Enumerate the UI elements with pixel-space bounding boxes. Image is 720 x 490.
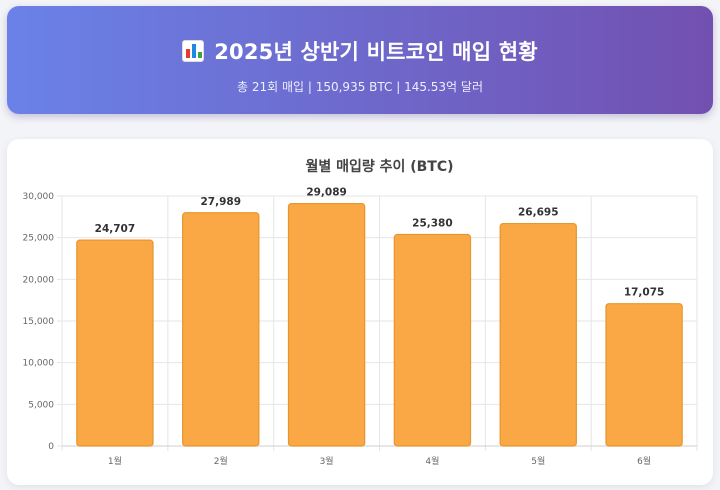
bar-chart-icon xyxy=(182,40,205,62)
chart-card: 월별 매입량 추이 (BTC) 0 5,000 10,000 15,000 20,000 2… xyxy=(7,139,713,485)
bar-5 xyxy=(499,222,577,447)
bar-value-label: 24,707 xyxy=(95,223,136,235)
page-subtitle: 총 21회 매입 | 150,935 BTC | 145.53억 달러 xyxy=(236,80,483,94)
bar-chart: 월별 매입량 추이 (BTC) 0 5,000 10,000 15,000 20,000 2… xyxy=(23,158,698,467)
chart-title: 월별 매입량 추이 (BTC) xyxy=(305,158,453,175)
page-title: 2025년 상반기 비트코인 매입 현황 xyxy=(214,40,538,64)
y-tick-label: 0 xyxy=(48,442,54,452)
bar-4 xyxy=(393,233,472,447)
x-tick-label: 4월 xyxy=(425,455,439,467)
y-tick-label: 15,000 xyxy=(23,317,55,327)
bar-2 xyxy=(182,212,260,447)
x-tick-label: 1월 xyxy=(108,455,122,467)
bar-3 xyxy=(287,202,366,447)
x-tick-label: 3월 xyxy=(320,455,334,467)
y-tick-label: 25,000 xyxy=(23,234,55,244)
y-tick-label: 20,000 xyxy=(23,275,55,285)
bar-value-label: 27,989 xyxy=(200,196,241,208)
y-tick-label: 10,000 xyxy=(23,359,55,369)
y-tick-label: 5,000 xyxy=(28,400,54,410)
bar-6 xyxy=(605,303,683,447)
x-tick-label: 5월 xyxy=(531,455,545,467)
bar-value-label: 26,695 xyxy=(518,207,559,219)
bar-value-label: 17,075 xyxy=(624,287,665,299)
header-banner: 2025년 상반기 비트코인 매입 현황 총 21회 매입 | 150,935 … xyxy=(7,6,713,114)
bar-1 xyxy=(76,239,154,447)
bar-value-label: 29,089 xyxy=(306,187,347,199)
bar-value-label: 25,380 xyxy=(412,218,453,230)
x-tick-label: 6월 xyxy=(637,455,651,467)
y-tick-label: 30,000 xyxy=(23,192,55,202)
x-tick-label: 2월 xyxy=(214,455,228,467)
